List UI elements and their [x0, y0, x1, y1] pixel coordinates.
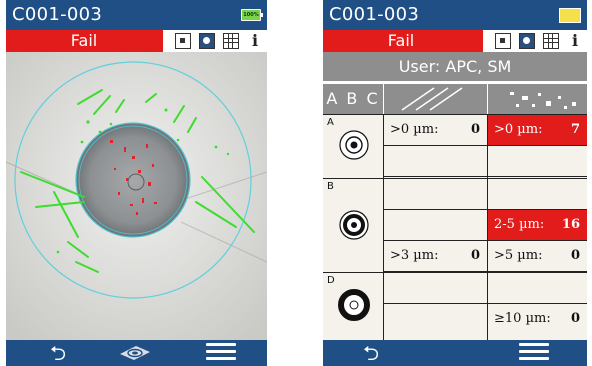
cell-value: 0 [470, 248, 480, 263]
cell-label: >5 µm: [494, 248, 543, 263]
zone-b-row: B 2-5 µm: 16 >3 µm: 0 >5 µm: 0 [323, 178, 587, 273]
title-bar: C001-003 [323, 0, 587, 30]
zones-header: A B C [323, 84, 384, 114]
scratch-dots [56, 108, 230, 254]
zone-b-scratch-cell-3: >3 µm: 0 [384, 241, 487, 272]
cell-label: ≥10 µm: [494, 311, 551, 326]
zone-a-row: A >0 µm: 0 >0 µm: 7 [323, 114, 587, 179]
title-bar: C001-003 100% [6, 0, 267, 30]
defect-marks [110, 140, 157, 215]
zone-a-defect-cell-2 [488, 146, 587, 177]
result-bar: Fail i [323, 30, 587, 52]
fiber-view-icon[interactable] [116, 344, 154, 362]
zone-b-scratch-cell-1 [384, 179, 487, 210]
result-bar: Fail i [6, 30, 267, 52]
overlay-view-icon[interactable] [519, 33, 535, 49]
zone-d-defect-cell-1 [488, 273, 587, 304]
inspection-image-screen: C001-003 100% Fail i [6, 0, 267, 366]
zone-b-defect-cell-3: >5 µm: 0 [488, 241, 587, 272]
cell-value: 0 [470, 122, 480, 137]
info-icon[interactable]: i [251, 31, 259, 50]
zone-b-scratch-cell-2 [384, 210, 487, 241]
table-view-icon[interactable] [543, 33, 559, 49]
fiber-id-title: C001-003 [12, 4, 103, 25]
table-view-icon[interactable] [223, 33, 239, 49]
cell-value: 16 [561, 217, 580, 232]
cell-value: 0 [570, 248, 580, 263]
cell-label: >3 µm: [390, 248, 439, 263]
overlay-view-icon[interactable] [199, 33, 215, 49]
zone-view-icon[interactable] [495, 33, 511, 49]
menu-icon[interactable] [206, 343, 236, 361]
zone-d-icon [338, 289, 370, 321]
power-icon [559, 8, 581, 23]
zone-d-scratch-cell-1 [384, 273, 487, 304]
results-table-screen: C001-003 Fail i User: APC, SM A B C [323, 0, 587, 366]
fiber-id-title: C001-003 [329, 4, 420, 25]
fiber-endface-image [6, 52, 267, 340]
zone-view-icon[interactable] [175, 33, 191, 49]
cladding-circle [75, 122, 191, 238]
table-header: A B C [323, 84, 587, 114]
cell-label: >0 µm: [494, 122, 543, 137]
result-status: Fail [70, 31, 98, 50]
scratches-header [384, 84, 488, 114]
user-profile-bar: User: APC, SM [323, 52, 587, 81]
view-toolbar: i [163, 30, 267, 52]
zone-letter: A [327, 117, 334, 128]
zone-d-row: D ≥10 µm: 0 [323, 272, 587, 341]
back-icon[interactable]: ⮌ [363, 341, 380, 365]
scratch-marks [20, 89, 255, 273]
zone-a-label: A [323, 115, 384, 179]
zone-letter: B [327, 181, 334, 192]
zone-b-defect-cell-2: 2-5 µm: 16 [488, 210, 587, 241]
bottom-nav: ⮌ [6, 340, 267, 366]
zone-a-defect-cell-1: >0 µm: 7 [488, 115, 587, 146]
battery-icon: 100% [241, 9, 263, 21]
bottom-nav: ⮌ [323, 340, 587, 366]
zone-d-defect-cell-2: ≥10 µm: 0 [488, 304, 587, 335]
zone-d-circle [14, 61, 252, 299]
scratches-icon [401, 87, 463, 111]
results-table: A B C A [323, 84, 587, 341]
menu-icon[interactable] [519, 343, 549, 361]
endface-svg [6, 52, 267, 340]
cell-label: >0 µm: [390, 122, 439, 137]
cell-value: 7 [570, 122, 580, 137]
zone-letter: D [327, 275, 335, 286]
zone-b-defect-cell-1 [488, 179, 587, 210]
defects-header [488, 84, 587, 114]
info-icon[interactable]: i [571, 31, 579, 50]
view-toolbar: i [483, 30, 587, 52]
zone-b-label: B [323, 179, 384, 273]
zone-a-scratch-cell-1: >0 µm: 0 [384, 115, 487, 146]
zone-a-scratch-cell-2 [384, 146, 487, 177]
zone-b-icon [339, 210, 369, 240]
cell-label: 2-5 µm: [494, 217, 545, 232]
result-status: Fail [387, 31, 415, 50]
defects-icon [510, 92, 576, 109]
zone-d-label: D [323, 273, 384, 341]
zone-a-icon [339, 130, 369, 160]
back-icon[interactable]: ⮌ [50, 341, 67, 365]
cell-value: 0 [570, 311, 580, 326]
